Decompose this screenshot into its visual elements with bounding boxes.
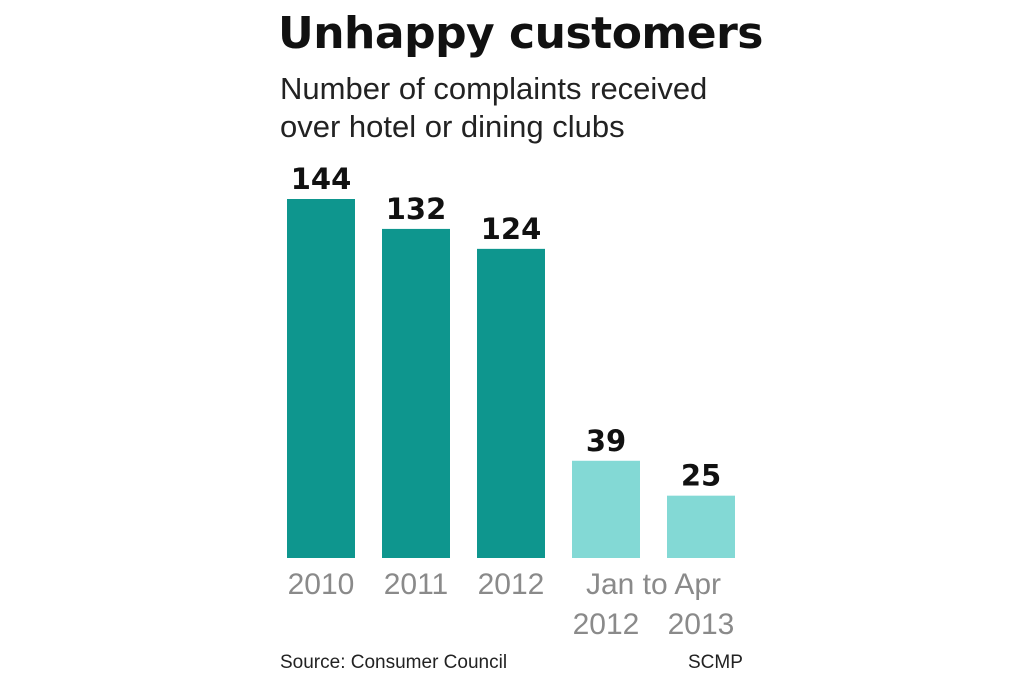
- bar-jan-to-apr-2012: [572, 460, 640, 558]
- bar-2010: [287, 199, 355, 558]
- value-label: 124: [481, 212, 542, 246]
- value-label: 25: [681, 459, 721, 493]
- publisher-credit: SCMP: [688, 652, 743, 673]
- value-label: 144: [291, 162, 352, 196]
- category-label: 2010: [288, 568, 355, 601]
- value-label: 39: [586, 424, 626, 458]
- category-label: 2012: [478, 568, 545, 601]
- subtitle-line-1: Number of complaints received: [280, 71, 708, 106]
- subtitle-line-2: over hotel or dining clubs: [280, 109, 625, 144]
- chart-title: Unhappy customers: [278, 8, 764, 59]
- category-label: 2011: [384, 568, 449, 601]
- chart-subtitle: Number of complaints received over hotel…: [280, 70, 740, 146]
- group-label: Jan to Apr: [586, 568, 721, 601]
- value-label: 132: [386, 192, 447, 226]
- category-label: 2013: [668, 608, 735, 641]
- bar-jan-to-apr-2013: [667, 495, 735, 558]
- bar-2012: [477, 248, 545, 558]
- source-note: Source: Consumer Council: [280, 652, 508, 673]
- category-label: 2012: [573, 608, 640, 641]
- bar-2011: [382, 228, 450, 558]
